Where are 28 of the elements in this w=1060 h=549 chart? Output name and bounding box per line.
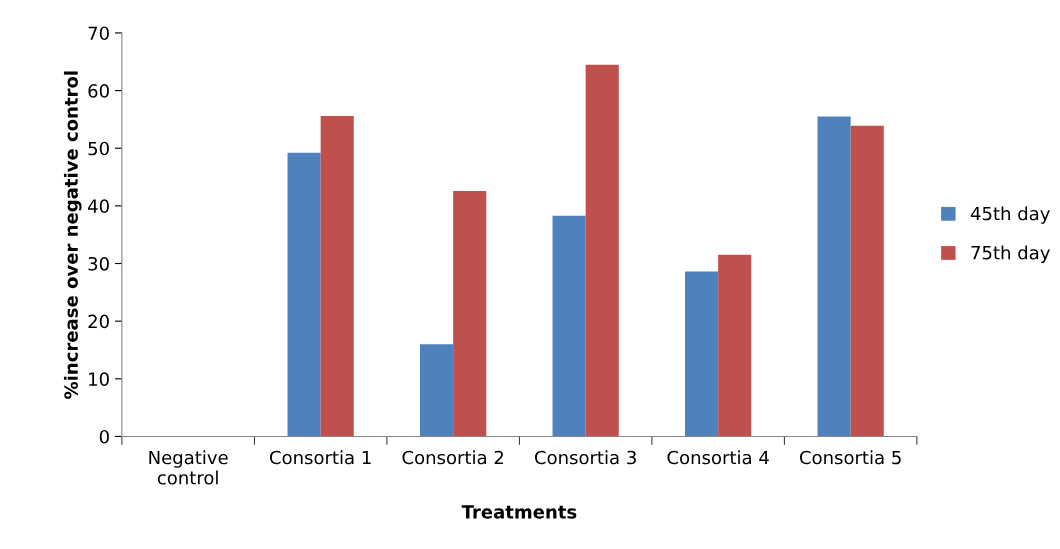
bar [420, 344, 454, 437]
y-tick-label: 50 [88, 141, 109, 156]
y-tick-label: 10 [89, 372, 109, 386]
y-axis-title: %increase over negative control [63, 71, 82, 399]
x-tick-label: Consortia 4 [667, 450, 769, 465]
y-tick-label: 70 [88, 26, 109, 41]
legend-label: 45th day [970, 206, 1050, 224]
x-tick-label: Consortia 2 [402, 450, 504, 465]
x-tick-label: Consortia 3 [534, 450, 636, 465]
x-axis-title: Treatments [461, 505, 577, 519]
bar [718, 254, 752, 437]
y-tick-label: 0 [99, 429, 109, 444]
legend-label: 75th day [971, 245, 1050, 264]
x-tick-label: Negative control [149, 450, 228, 485]
bar [320, 115, 354, 437]
y-tick-label: 30 [88, 256, 109, 271]
bar [453, 190, 487, 437]
bar [817, 116, 851, 437]
bar [850, 125, 884, 437]
bar [287, 152, 321, 437]
bar [585, 64, 619, 437]
bar [552, 215, 586, 437]
bar [685, 271, 719, 437]
y-tick-label: 40 [88, 199, 109, 213]
y-tick-label: 60 [88, 84, 109, 98]
y-tick-label: 20 [88, 314, 109, 329]
x-tick-label: Consortia 5 [799, 450, 901, 465]
x-tick-label: Consortia 1 [269, 450, 371, 465]
